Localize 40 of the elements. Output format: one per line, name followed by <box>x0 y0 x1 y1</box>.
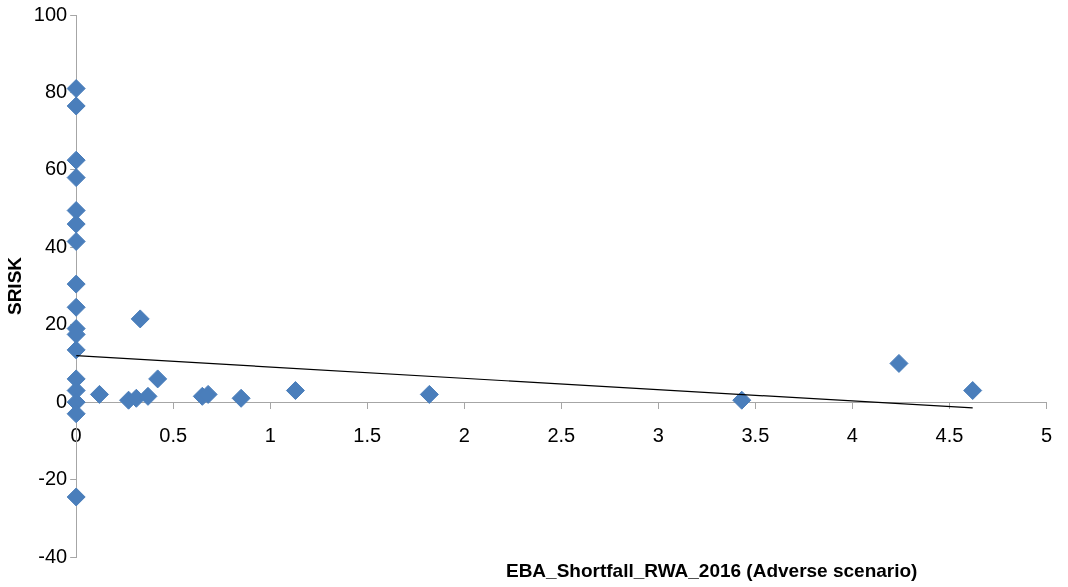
y-tick-label: 0 <box>56 389 68 412</box>
y-tick-label: -40 <box>38 544 68 567</box>
point <box>89 384 109 404</box>
x-tick-label: 5 <box>1040 423 1052 446</box>
point <box>963 381 983 401</box>
x-axis-title: EBA_Shortfall_RWA_2016 (Adverse scenario) <box>505 559 918 581</box>
x-tick-label: 4.5 <box>935 423 964 446</box>
point <box>138 386 158 406</box>
point <box>732 390 752 410</box>
x-tick-label: 3.5 <box>741 423 770 446</box>
x-tick-label: 3 <box>652 423 664 446</box>
point <box>66 150 86 170</box>
y-tick-label: 20 <box>44 312 68 335</box>
y-axis-title: SRISK <box>3 256 25 316</box>
x-tick-label: 1 <box>264 423 276 446</box>
y-tick-label: 80 <box>44 79 68 102</box>
x-tick-label: 1.5 <box>353 423 382 446</box>
point <box>66 79 86 99</box>
point <box>148 369 168 389</box>
x-tick-label: 4 <box>846 423 858 446</box>
point <box>66 96 86 116</box>
x-tick-label: 0.5 <box>159 423 188 446</box>
y-tick-label: 40 <box>44 234 68 257</box>
point <box>66 214 86 234</box>
y-tick-label: 60 <box>44 157 68 180</box>
point <box>66 168 86 188</box>
x-tick-label: 2.5 <box>547 423 576 446</box>
point <box>66 231 86 251</box>
point <box>66 297 86 317</box>
point <box>66 340 86 360</box>
point <box>66 274 86 294</box>
x-tick-label: 2 <box>458 423 470 446</box>
point <box>231 388 251 408</box>
point <box>66 487 86 507</box>
y-tick-label: -20 <box>38 467 68 490</box>
point <box>889 353 909 373</box>
y-tick-label: 100 <box>33 2 68 25</box>
point <box>285 381 305 401</box>
point <box>130 309 150 329</box>
point <box>419 384 439 404</box>
